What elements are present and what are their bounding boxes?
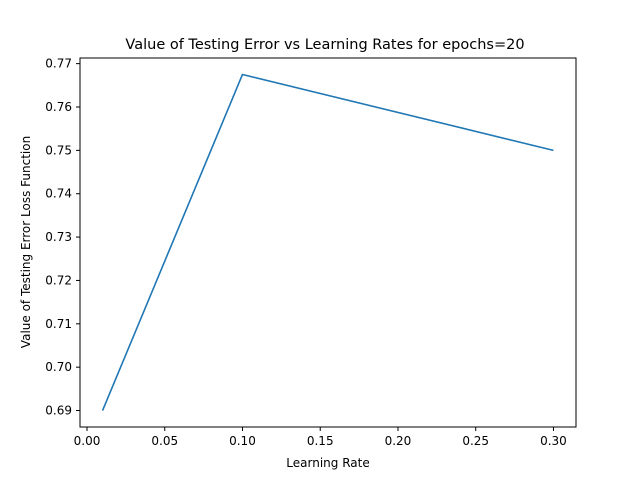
- y-tick-label: 0.70: [45, 360, 72, 374]
- y-tick-label: 0.75: [45, 143, 72, 157]
- y-axis-label: Value of Testing Error Loss Function: [19, 136, 33, 348]
- series-line: [101, 73, 554, 411]
- x-tick-label: 0.25: [462, 434, 489, 448]
- y-tick-label: 0.69: [45, 404, 72, 418]
- x-axis-label: Learning Rate: [286, 456, 369, 470]
- y-tick-label: 0.72: [45, 273, 72, 287]
- x-axis-ticks: 0.00 0.05 0.10 0.15 0.20 0.25 0.30: [74, 427, 567, 448]
- y-tick-label: 0.71: [45, 317, 72, 331]
- y-tick-label: 0.77: [45, 57, 72, 71]
- y-tick-label: 0.76: [45, 100, 72, 114]
- x-tick-label: 0.00: [74, 434, 101, 448]
- x-tick-label: 0.10: [229, 434, 256, 448]
- x-tick-label: 0.20: [385, 434, 412, 448]
- y-tick-label: 0.73: [45, 230, 72, 244]
- chart-title: Value of Testing Error vs Learning Rates…: [125, 37, 524, 53]
- x-tick-label: 0.15: [307, 434, 334, 448]
- plot-area-frame: [79, 57, 577, 428]
- y-axis-ticks: 0.69 0.70 0.71 0.72 0.73 0.74 0.75 0.76 0.77: [45, 57, 80, 418]
- y-tick-label: 0.74: [45, 187, 72, 201]
- x-tick-label: 0.30: [540, 434, 567, 448]
- x-tick-label: 0.05: [151, 434, 178, 448]
